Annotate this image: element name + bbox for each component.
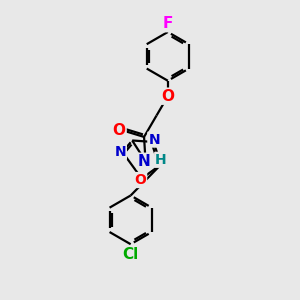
Text: O: O [112, 123, 126, 138]
Text: N: N [138, 154, 150, 169]
Text: O: O [161, 89, 174, 104]
Text: Cl: Cl [123, 247, 139, 262]
Text: N: N [114, 145, 126, 159]
Text: H: H [155, 153, 167, 167]
Text: F: F [163, 16, 173, 31]
Text: N: N [148, 133, 160, 147]
Text: O: O [134, 173, 146, 187]
